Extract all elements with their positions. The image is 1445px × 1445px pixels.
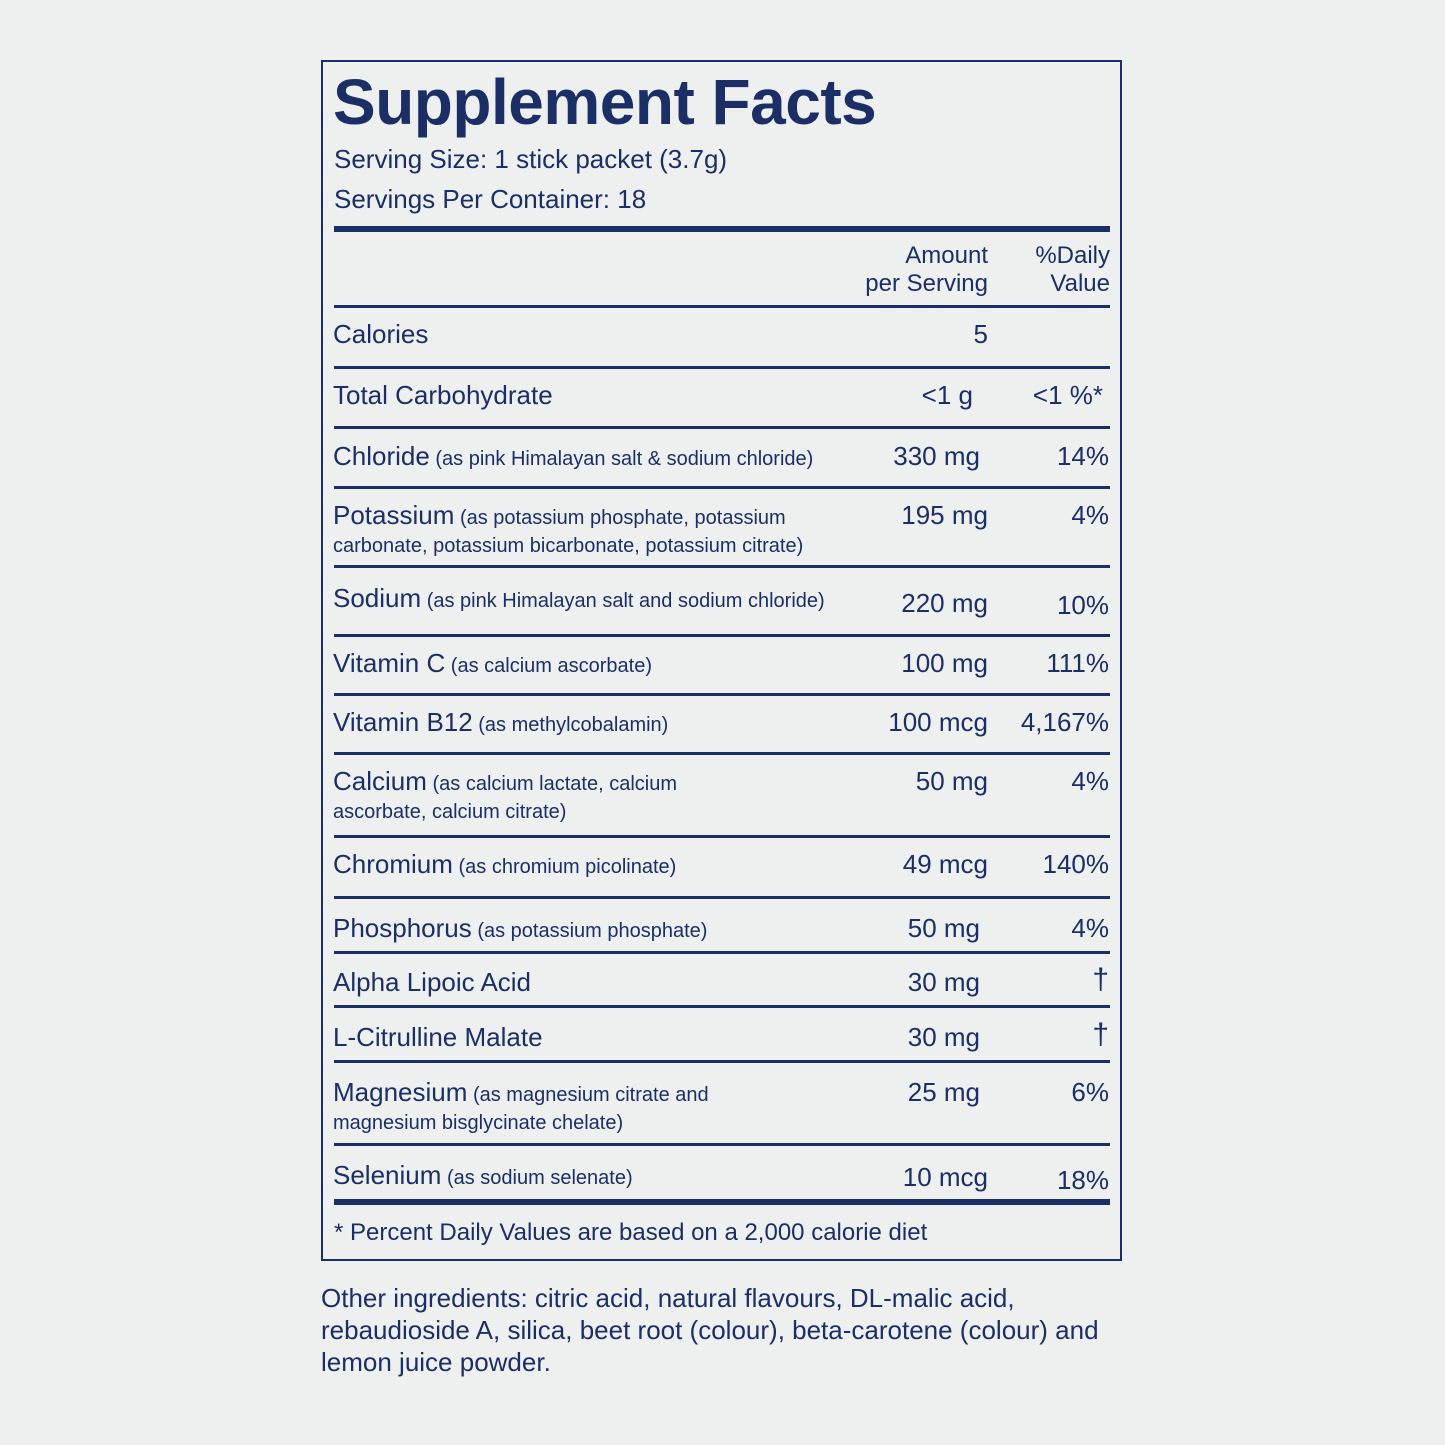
nutrient-daily-value: 18% (1056, 1165, 1109, 1195)
nutrient-description: (as potassium phosphate) (471, 920, 708, 942)
nutrient-name: Magnesium (333, 1077, 468, 1107)
nutrient-daily-value: 111% (1046, 648, 1109, 678)
nutrient-row: Selenium (as sodium selenate) (333, 1160, 633, 1193)
nutrient-description: (as calcium ascorbate) (445, 655, 652, 677)
nutrient-daily-value: † (1092, 1018, 1109, 1051)
nutrient-amount: 25 mg (907, 1077, 980, 1107)
nutrient-name: Calcium (333, 766, 427, 796)
divider (334, 951, 1110, 954)
nutrient-amount: 100 mg (901, 648, 988, 678)
nutrient-daily-value: 14% (1056, 441, 1109, 471)
nutrient-name: Vitamin C (333, 648, 446, 678)
nutrient-daily-value: 10% (1056, 590, 1109, 620)
nutrient-row: Sodium (as pink Himalayan salt and sodiu… (333, 583, 825, 616)
nutrient-row: Total Carbohydrate (333, 380, 553, 410)
divider (334, 565, 1110, 568)
nutrient-description: (as magnesium citrate and (467, 1084, 709, 1106)
nutrient-amount: 100 mcg (888, 707, 988, 737)
nutrient-row: Chromium (as chromium picolinate) (333, 849, 676, 882)
divider (334, 693, 1110, 696)
nutrient-name: Calories (333, 319, 429, 349)
nutrient-name: Phosphorus (333, 913, 472, 943)
nutrient-daily-value: 4% (1071, 766, 1109, 796)
daily-value-footnote: * Percent Daily Values are based on a 2,… (334, 1219, 928, 1246)
nutrient-row: Vitamin B12 (as methylcobalamin) (333, 707, 668, 740)
nutrient-description: (as pink Himalayan salt & sodium chlorid… (429, 448, 814, 470)
divider (334, 426, 1110, 429)
nutrient-row: L-Citrulline Malate (333, 1022, 543, 1052)
divider (334, 366, 1110, 369)
divider (334, 486, 1110, 489)
nutrient-amount: 220 mg (901, 588, 988, 618)
nutrient-amount: 50 mg (907, 913, 980, 943)
nutrient-description: (as methylcobalamin) (472, 714, 669, 736)
nutrient-description-line2: carbonate, potassium bicarbonate, potass… (333, 535, 804, 557)
nutrient-description: (as potassium phosphate, potassium (454, 507, 786, 529)
nutrient-name: Selenium (333, 1160, 442, 1190)
nutrient-row: Alpha Lipoic Acid (333, 967, 531, 997)
nutrient-daily-value: 4,167% (1020, 707, 1109, 737)
divider (334, 305, 1110, 308)
nutrient-row: Magnesium (as magnesium citrate and magn… (333, 1077, 709, 1136)
nutrient-description: (as chromium picolinate) (452, 856, 677, 878)
nutrient-description-line2: magnesium bisglycinate chelate) (333, 1112, 624, 1134)
thick-divider-top (334, 226, 1110, 232)
nutrient-description: (as sodium selenate) (441, 1167, 633, 1189)
nutrient-amount: 5 (973, 319, 988, 349)
nutrient-amount: 49 mcg (902, 849, 988, 879)
nutrient-amount: <1 g (921, 380, 973, 410)
divider (334, 634, 1110, 637)
nutrient-daily-value: <1 %* (1032, 380, 1103, 410)
nutrient-daily-value: 4% (1071, 500, 1109, 530)
column-header-daily-value: %Daily Value (1035, 242, 1110, 297)
nutrient-name: Chromium (333, 849, 453, 879)
nutrient-name: Potassium (333, 500, 455, 530)
divider (334, 896, 1110, 899)
serving-size: Serving Size: 1 stick packet (3.7g) (334, 144, 728, 174)
nutrient-daily-value: 4% (1071, 913, 1109, 943)
nutrient-row: Vitamin C (as calcium ascorbate) (333, 648, 652, 681)
nutrient-row: Calcium (as calcium lactate, calcium asc… (333, 766, 677, 825)
nutrient-amount: 50 mg (915, 766, 988, 796)
nutrient-amount: 10 mcg (902, 1162, 988, 1192)
nutrient-row: Chloride (as pink Himalayan salt & sodiu… (333, 441, 813, 474)
nutrient-amount: 195 mg (901, 500, 988, 530)
nutrient-amount: 30 mg (907, 967, 980, 997)
nutrient-name: Alpha Lipoic Acid (333, 967, 532, 997)
nutrient-row: Phosphorus (as potassium phosphate) (333, 913, 707, 946)
divider (334, 1005, 1110, 1008)
divider (334, 1060, 1110, 1063)
supplement-facts-panel (321, 60, 1122, 1261)
nutrient-daily-value: † (1092, 963, 1109, 996)
nutrient-daily-value: 140% (1042, 849, 1110, 879)
nutrient-description: (as pink Himalayan salt and sodium chlor… (421, 590, 825, 612)
nutrient-amount: 30 mg (907, 1022, 980, 1052)
divider (334, 1143, 1110, 1146)
nutrient-name: Chloride (333, 441, 430, 471)
nutrient-name: Sodium (333, 583, 422, 613)
nutrient-row: Potassium (as potassium phosphate, potas… (333, 500, 803, 559)
nutrient-daily-value: 6% (1071, 1077, 1109, 1107)
divider (334, 835, 1110, 838)
column-header-amount: Amount per Serving (865, 242, 988, 297)
servings-per-container: Servings Per Container: 18 (334, 184, 647, 214)
other-ingredients: Other ingredients: citric acid, natural … (321, 1283, 1099, 1377)
nutrient-row: Calories (333, 319, 428, 349)
nutrient-amount: 330 mg (893, 441, 980, 471)
label-title: Supplement Facts (333, 66, 877, 138)
thick-divider-bottom (334, 1199, 1110, 1205)
nutrient-name: Vitamin B12 (333, 707, 473, 737)
nutrient-description-line2: ascorbate, calcium citrate) (333, 801, 567, 823)
nutrient-name: Total Carbohydrate (333, 380, 553, 410)
divider (334, 752, 1110, 755)
nutrient-description: (as calcium lactate, calcium (426, 773, 677, 795)
nutrient-name: L-Citrulline Malate (333, 1022, 543, 1052)
